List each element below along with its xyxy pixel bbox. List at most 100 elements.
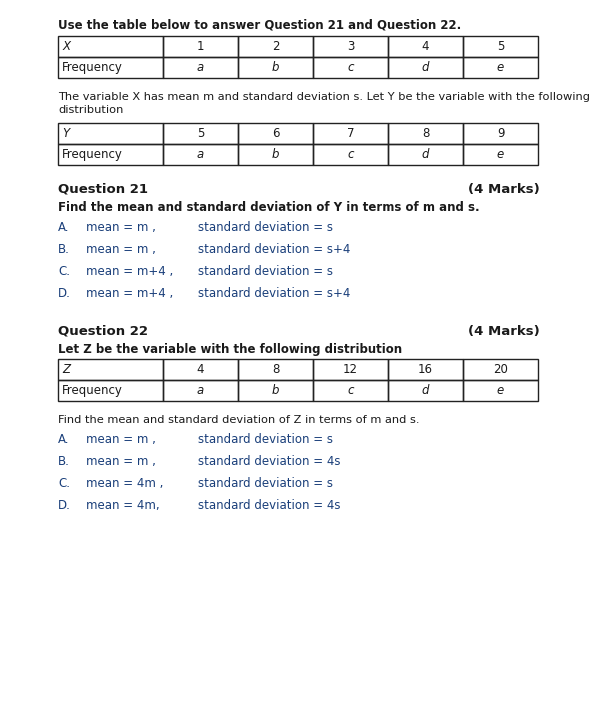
Text: 8: 8 — [422, 127, 429, 140]
Text: mean = m ,: mean = m , — [86, 433, 156, 446]
Text: c: c — [348, 61, 354, 74]
Bar — [463, 123, 538, 144]
Text: b: b — [272, 384, 279, 397]
Bar — [163, 380, 238, 401]
Text: d: d — [422, 61, 430, 74]
Text: Question 22: Question 22 — [58, 325, 148, 338]
Bar — [238, 380, 313, 401]
Bar — [163, 359, 238, 380]
Text: d: d — [422, 384, 430, 397]
Bar — [58, 123, 163, 144]
Text: b: b — [272, 61, 279, 74]
Bar — [238, 359, 313, 380]
Text: Frequency: Frequency — [62, 148, 123, 161]
Bar — [313, 36, 388, 57]
Text: 2: 2 — [272, 40, 279, 53]
Bar — [313, 57, 388, 78]
Bar — [463, 57, 538, 78]
Text: 1: 1 — [196, 40, 204, 53]
Bar — [388, 123, 463, 144]
Bar — [238, 36, 313, 57]
Text: c: c — [348, 384, 354, 397]
Bar — [313, 144, 388, 165]
Bar — [238, 123, 313, 144]
Text: 8: 8 — [272, 363, 279, 376]
Text: c: c — [348, 148, 354, 161]
Text: a: a — [197, 384, 204, 397]
Text: b: b — [272, 148, 279, 161]
Text: Use the table below to answer Question 21 and Question 22.: Use the table below to answer Question 2… — [58, 18, 461, 31]
Text: mean = m ,: mean = m , — [86, 221, 156, 234]
Text: D.: D. — [58, 287, 71, 300]
Text: d: d — [422, 148, 430, 161]
Text: X: X — [62, 40, 70, 53]
Bar — [58, 380, 163, 401]
Bar — [388, 359, 463, 380]
Text: B.: B. — [58, 455, 70, 468]
Bar — [163, 144, 238, 165]
Text: The variable X has mean m and standard deviation s. Let Y be the variable with t: The variable X has mean m and standard d… — [58, 92, 590, 102]
Text: standard deviation = s+4: standard deviation = s+4 — [198, 287, 350, 300]
Text: e: e — [497, 384, 504, 397]
Text: distribution: distribution — [58, 105, 123, 115]
Text: mean = 4m ,: mean = 4m , — [86, 477, 163, 490]
Text: e: e — [497, 148, 504, 161]
Bar — [58, 359, 163, 380]
Bar — [238, 57, 313, 78]
Text: Frequency: Frequency — [62, 61, 123, 74]
Bar — [163, 36, 238, 57]
Text: 7: 7 — [347, 127, 354, 140]
Bar — [463, 380, 538, 401]
Bar — [388, 36, 463, 57]
Text: Frequency: Frequency — [62, 384, 123, 397]
Text: standard deviation = s+4: standard deviation = s+4 — [198, 243, 350, 256]
Text: C.: C. — [58, 265, 70, 278]
Text: standard deviation = s: standard deviation = s — [198, 433, 333, 446]
Text: 9: 9 — [497, 127, 504, 140]
Text: Let Z be the variable with the following distribution: Let Z be the variable with the following… — [58, 343, 402, 356]
Text: 6: 6 — [272, 127, 279, 140]
Text: (4 Marks): (4 Marks) — [468, 325, 540, 338]
Text: 5: 5 — [197, 127, 204, 140]
Text: 3: 3 — [347, 40, 354, 53]
Text: standard deviation = s: standard deviation = s — [198, 265, 333, 278]
Bar — [388, 57, 463, 78]
Text: standard deviation = s: standard deviation = s — [198, 477, 333, 490]
Text: Question 21: Question 21 — [58, 183, 148, 196]
Bar — [238, 144, 313, 165]
Text: 4: 4 — [196, 363, 204, 376]
Text: standard deviation = 4s: standard deviation = 4s — [198, 455, 340, 468]
Text: A.: A. — [58, 221, 70, 234]
Bar — [463, 144, 538, 165]
Text: 20: 20 — [493, 363, 508, 376]
Text: Z: Z — [62, 363, 70, 376]
Bar — [58, 57, 163, 78]
Text: mean = m+4 ,: mean = m+4 , — [86, 265, 173, 278]
Text: B.: B. — [58, 243, 70, 256]
Text: C.: C. — [58, 477, 70, 490]
Text: 4: 4 — [422, 40, 430, 53]
Bar — [463, 36, 538, 57]
Text: 16: 16 — [418, 363, 433, 376]
Bar — [58, 36, 163, 57]
Bar — [58, 144, 163, 165]
Text: a: a — [197, 61, 204, 74]
Text: mean = m ,: mean = m , — [86, 455, 156, 468]
Bar — [463, 359, 538, 380]
Text: a: a — [197, 148, 204, 161]
Text: 5: 5 — [497, 40, 504, 53]
Text: Y: Y — [62, 127, 69, 140]
Bar — [313, 359, 388, 380]
Bar — [388, 380, 463, 401]
Text: D.: D. — [58, 499, 71, 512]
Bar — [163, 57, 238, 78]
Bar — [313, 380, 388, 401]
Bar — [163, 123, 238, 144]
Text: mean = 4m,: mean = 4m, — [86, 499, 160, 512]
Text: 12: 12 — [343, 363, 358, 376]
Text: standard deviation = 4s: standard deviation = 4s — [198, 499, 340, 512]
Text: Find the mean and standard deviation of Z in terms of m and s.: Find the mean and standard deviation of … — [58, 415, 419, 425]
Text: (4 Marks): (4 Marks) — [468, 183, 540, 196]
Bar — [388, 144, 463, 165]
Text: e: e — [497, 61, 504, 74]
